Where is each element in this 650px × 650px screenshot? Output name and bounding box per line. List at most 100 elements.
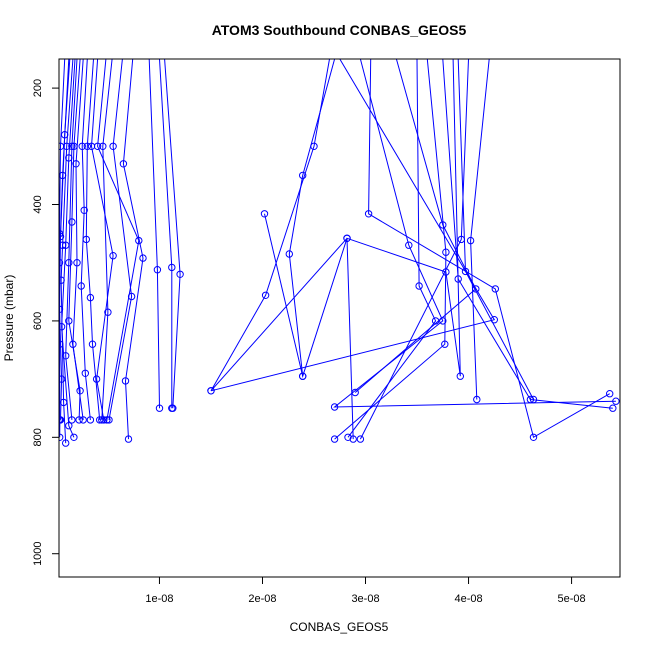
series-10 — [82, 59, 104, 424]
data-point — [121, 377, 130, 385]
series-6 — [61, 59, 78, 424]
data-point — [285, 250, 293, 258]
data-point — [77, 282, 85, 290]
data-point — [98, 416, 106, 424]
data-point — [65, 259, 73, 267]
data-point — [442, 268, 450, 276]
data-point — [59, 232, 65, 241]
data-point — [81, 369, 90, 377]
series-20 — [285, 59, 336, 380]
series-line — [368, 59, 610, 439]
data-point — [299, 171, 307, 180]
series-line — [442, 59, 613, 409]
series-line — [470, 59, 490, 400]
series-line — [108, 59, 133, 420]
data-point — [103, 416, 111, 424]
data-point — [127, 292, 136, 301]
data-point — [68, 218, 76, 226]
series-15 — [119, 59, 147, 443]
series-line — [334, 59, 447, 440]
data-point — [356, 435, 365, 443]
data-point — [69, 340, 77, 348]
data-point — [606, 390, 614, 398]
series-line — [60, 59, 74, 444]
y-axis: 200 400 600 800 1000 — [32, 79, 60, 566]
data-point — [93, 142, 102, 151]
chart-title: ATOM3 Southbound CONBAS_GEOS5 — [212, 22, 467, 38]
series-13 — [98, 59, 113, 424]
data-point — [491, 285, 499, 293]
series-line — [97, 59, 140, 420]
data-point — [65, 422, 73, 430]
data-point — [330, 435, 339, 443]
data-point — [343, 234, 351, 243]
data-point — [155, 404, 164, 412]
series-16 — [148, 59, 164, 412]
data-point — [330, 403, 339, 411]
x-tick-label: 4e-08 — [454, 593, 482, 605]
series-18 — [164, 59, 184, 412]
series-line — [288, 59, 336, 377]
data-point — [364, 210, 373, 218]
data-point — [260, 210, 269, 218]
series-23 — [364, 59, 614, 441]
y-tick-label: 400 — [32, 195, 44, 213]
data-point — [461, 267, 470, 276]
data-point — [59, 416, 65, 424]
data-point — [456, 372, 464, 380]
data-point — [59, 375, 66, 383]
series-line — [59, 59, 71, 420]
series-21 — [207, 59, 498, 395]
data-point — [96, 416, 104, 424]
data-point — [59, 433, 64, 441]
series-line — [164, 59, 181, 409]
data-point — [526, 395, 535, 404]
data-point — [86, 293, 95, 302]
data-point — [65, 317, 73, 325]
data-point — [83, 142, 92, 151]
y-axis-label: Pressure (mbar) — [2, 275, 16, 362]
x-axis: 1e-08 2e-08 3e-08 4e-08 5e-08 — [145, 576, 586, 605]
data-point — [207, 387, 215, 395]
x-tick-label: 5e-08 — [558, 593, 586, 605]
y-tick-label: 800 — [32, 428, 44, 446]
x-axis-label: CONBAS_GEOS5 — [290, 620, 389, 634]
data-point — [79, 416, 87, 424]
data-point — [431, 317, 440, 325]
data-point — [61, 352, 70, 360]
data-point — [169, 404, 177, 412]
series-line — [85, 59, 101, 420]
data-point — [78, 142, 86, 151]
series-14 — [105, 59, 136, 424]
data-point — [68, 416, 76, 424]
data-point — [88, 340, 97, 348]
series-31 — [343, 59, 464, 443]
series-line — [159, 59, 173, 409]
plot-area — [59, 59, 620, 447]
data-point — [61, 439, 70, 447]
data-point — [529, 395, 538, 404]
series-line — [148, 59, 160, 409]
data-point — [124, 435, 133, 443]
series-line — [72, 59, 84, 420]
data-point — [80, 206, 88, 215]
series-line — [101, 59, 113, 420]
y-tick-label: 200 — [32, 79, 44, 97]
x-tick-label: 1e-08 — [145, 593, 173, 605]
series-29 — [466, 59, 490, 404]
data-point — [73, 259, 81, 267]
series-line — [354, 59, 477, 393]
y-tick-label: 600 — [32, 312, 44, 330]
data-point — [75, 416, 83, 424]
data-point — [139, 254, 147, 262]
data-point — [405, 241, 413, 249]
data-point — [72, 160, 80, 168]
series-line — [65, 59, 78, 420]
data-point — [59, 323, 66, 331]
series-line — [359, 59, 469, 440]
data-point — [153, 266, 162, 274]
series-line — [61, 59, 76, 438]
series-line — [457, 59, 534, 400]
